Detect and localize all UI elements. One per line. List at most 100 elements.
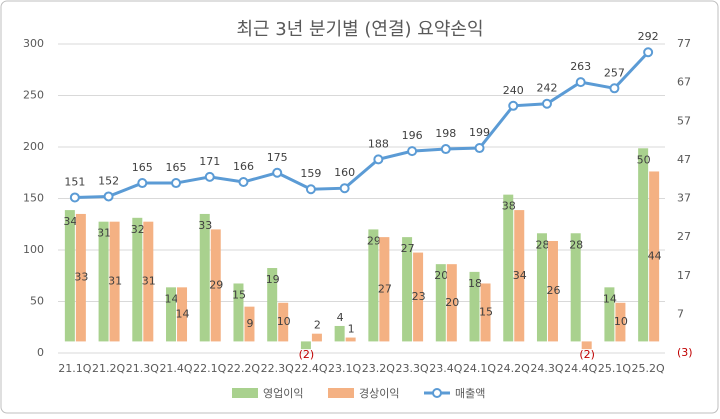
- line-marker: [137, 178, 148, 189]
- bar: [480, 283, 491, 342]
- x-tick-label: 23.1Q: [328, 362, 361, 375]
- data-label: 10: [614, 315, 628, 328]
- data-label: 196: [402, 129, 423, 142]
- data-label: 28: [535, 238, 549, 251]
- data-label: 292: [638, 30, 659, 43]
- x-tick-label: 21.2Q: [92, 362, 125, 375]
- line-marker: [474, 143, 485, 154]
- line-marker: [272, 167, 283, 178]
- y-tick-label: 150: [23, 192, 44, 205]
- y2-tick-label: 37: [677, 192, 691, 205]
- data-label: 188: [368, 137, 389, 150]
- bar: [435, 264, 446, 342]
- y-tick-label: 0: [37, 346, 44, 359]
- line: [74, 51, 650, 199]
- data-label: 19: [266, 273, 280, 286]
- data-label: 44: [648, 249, 662, 262]
- bar: [143, 221, 154, 342]
- x-tick-label: 22.4Q: [294, 362, 327, 375]
- x-tick-label: 25.2Q: [632, 362, 665, 375]
- bar: [503, 194, 514, 342]
- data-label: 31: [108, 275, 122, 288]
- y2-tick-label: 77: [677, 37, 691, 50]
- data-label: 198: [435, 127, 456, 140]
- bar: [199, 213, 210, 342]
- line-marker: [407, 146, 418, 157]
- line-marker: [609, 83, 620, 94]
- x-tick-label: 23.3Q: [396, 362, 429, 375]
- data-label: (2): [299, 348, 315, 361]
- line-marker: [103, 191, 114, 202]
- data-label: 33: [198, 219, 212, 232]
- data-label: 152: [98, 174, 119, 187]
- bar: [267, 268, 278, 342]
- line-marker: [643, 47, 654, 58]
- bar: [402, 237, 413, 342]
- bar: [570, 233, 581, 342]
- bar: [278, 302, 289, 342]
- legend-label: 영업이익: [263, 387, 303, 400]
- y2-tick-label: 57: [677, 114, 691, 127]
- data-label: 34: [513, 269, 527, 282]
- data-label: 34: [63, 215, 77, 228]
- bar: [64, 210, 75, 342]
- data-label: 23: [412, 290, 426, 303]
- bar: [300, 341, 311, 350]
- x-tick-label: 22.2Q: [227, 362, 260, 375]
- y2-tick-label: 7: [677, 307, 684, 320]
- data-label: 10: [277, 315, 291, 328]
- bar: [311, 333, 322, 342]
- data-label: 242: [536, 82, 557, 95]
- data-label: 9: [246, 317, 253, 330]
- bar: [446, 264, 457, 342]
- legend-label: 매출액: [455, 387, 485, 400]
- x-tick-label: 21.4Q: [159, 362, 192, 375]
- bar: [75, 213, 86, 342]
- data-label: 27: [401, 242, 415, 255]
- bar: [379, 237, 390, 342]
- data-label: 27: [378, 282, 392, 295]
- x-tick-label: 24.2Q: [497, 362, 530, 375]
- bar: [345, 337, 356, 342]
- bar: [413, 252, 424, 342]
- data-label: 20: [445, 296, 459, 309]
- x-tick-label: 23.2Q: [362, 362, 395, 375]
- bar: [98, 221, 109, 342]
- x-tick-label: 23.4Q: [429, 362, 462, 375]
- data-label: 165: [166, 161, 187, 174]
- data-label: (2): [579, 348, 595, 361]
- bar: [166, 287, 177, 342]
- line-marker: [305, 184, 316, 195]
- data-label: 32: [131, 223, 145, 236]
- y-tick-label: 100: [23, 243, 44, 256]
- bar: [132, 217, 143, 342]
- data-label: 159: [300, 167, 321, 180]
- data-label: 199: [469, 126, 490, 139]
- bar: [547, 240, 558, 342]
- legend-marker: [432, 388, 442, 398]
- bar: [615, 302, 626, 342]
- data-label: 166: [233, 160, 254, 173]
- y-tick-label: 200: [23, 140, 44, 153]
- data-label: 18: [468, 277, 482, 290]
- y2-tick-label: (3): [677, 346, 693, 359]
- data-label: 171: [199, 155, 220, 168]
- data-label: 160: [334, 166, 355, 179]
- bar: [109, 221, 120, 342]
- data-label: 20: [434, 269, 448, 282]
- data-label: 15: [479, 305, 493, 318]
- line-marker: [339, 183, 350, 194]
- data-label: 26: [546, 284, 560, 297]
- bar: [368, 229, 379, 342]
- x-tick-label: 25.1Q: [598, 362, 631, 375]
- x-tick-label: 21.1Q: [58, 362, 91, 375]
- data-label: 29: [209, 278, 223, 291]
- data-label: 31: [142, 275, 156, 288]
- y-tick-label: 50: [30, 295, 44, 308]
- bar: [469, 271, 480, 342]
- data-label: 1: [348, 323, 355, 336]
- line-marker: [373, 154, 384, 165]
- data-label: 31: [97, 227, 111, 240]
- bar: [536, 233, 547, 342]
